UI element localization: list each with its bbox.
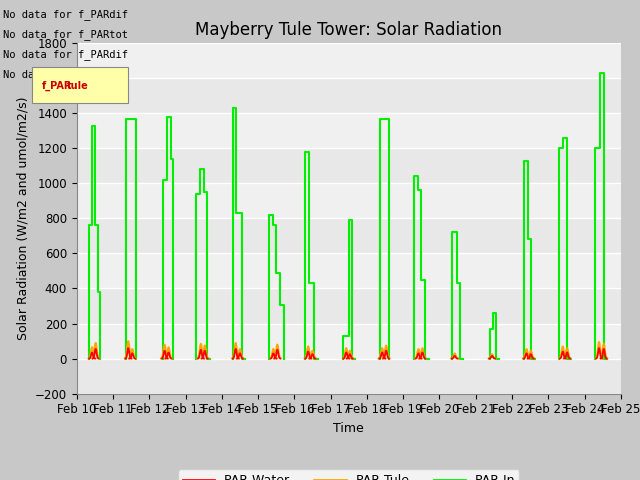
Bar [77,324,621,359]
Bar [77,253,621,288]
Text: No data for f_PARtot: No data for f_PARtot [3,69,128,80]
Bar [77,183,621,218]
Text: No data for f_PARtot: No data for f_PARtot [3,29,128,40]
Text: No data for f_PARdif: No data for f_PARdif [3,49,128,60]
Text: f_PAR: f_PAR [42,81,72,91]
Bar [77,78,621,113]
Bar [77,43,621,78]
Bar [77,148,621,183]
Text: tule: tule [67,81,89,91]
Bar [77,359,621,394]
Title: Mayberry Tule Tower: Solar Radiation: Mayberry Tule Tower: Solar Radiation [195,21,502,39]
Bar [77,288,621,324]
Legend: PAR Water, PAR Tule, PAR In: PAR Water, PAR Tule, PAR In [178,469,520,480]
X-axis label: Time: Time [333,422,364,435]
Bar [77,113,621,148]
Bar [77,218,621,253]
Text: No data for f_PARdif: No data for f_PARdif [3,9,128,20]
Y-axis label: Solar Radiation (W/m2 and umol/m2/s): Solar Radiation (W/m2 and umol/m2/s) [17,96,29,340]
